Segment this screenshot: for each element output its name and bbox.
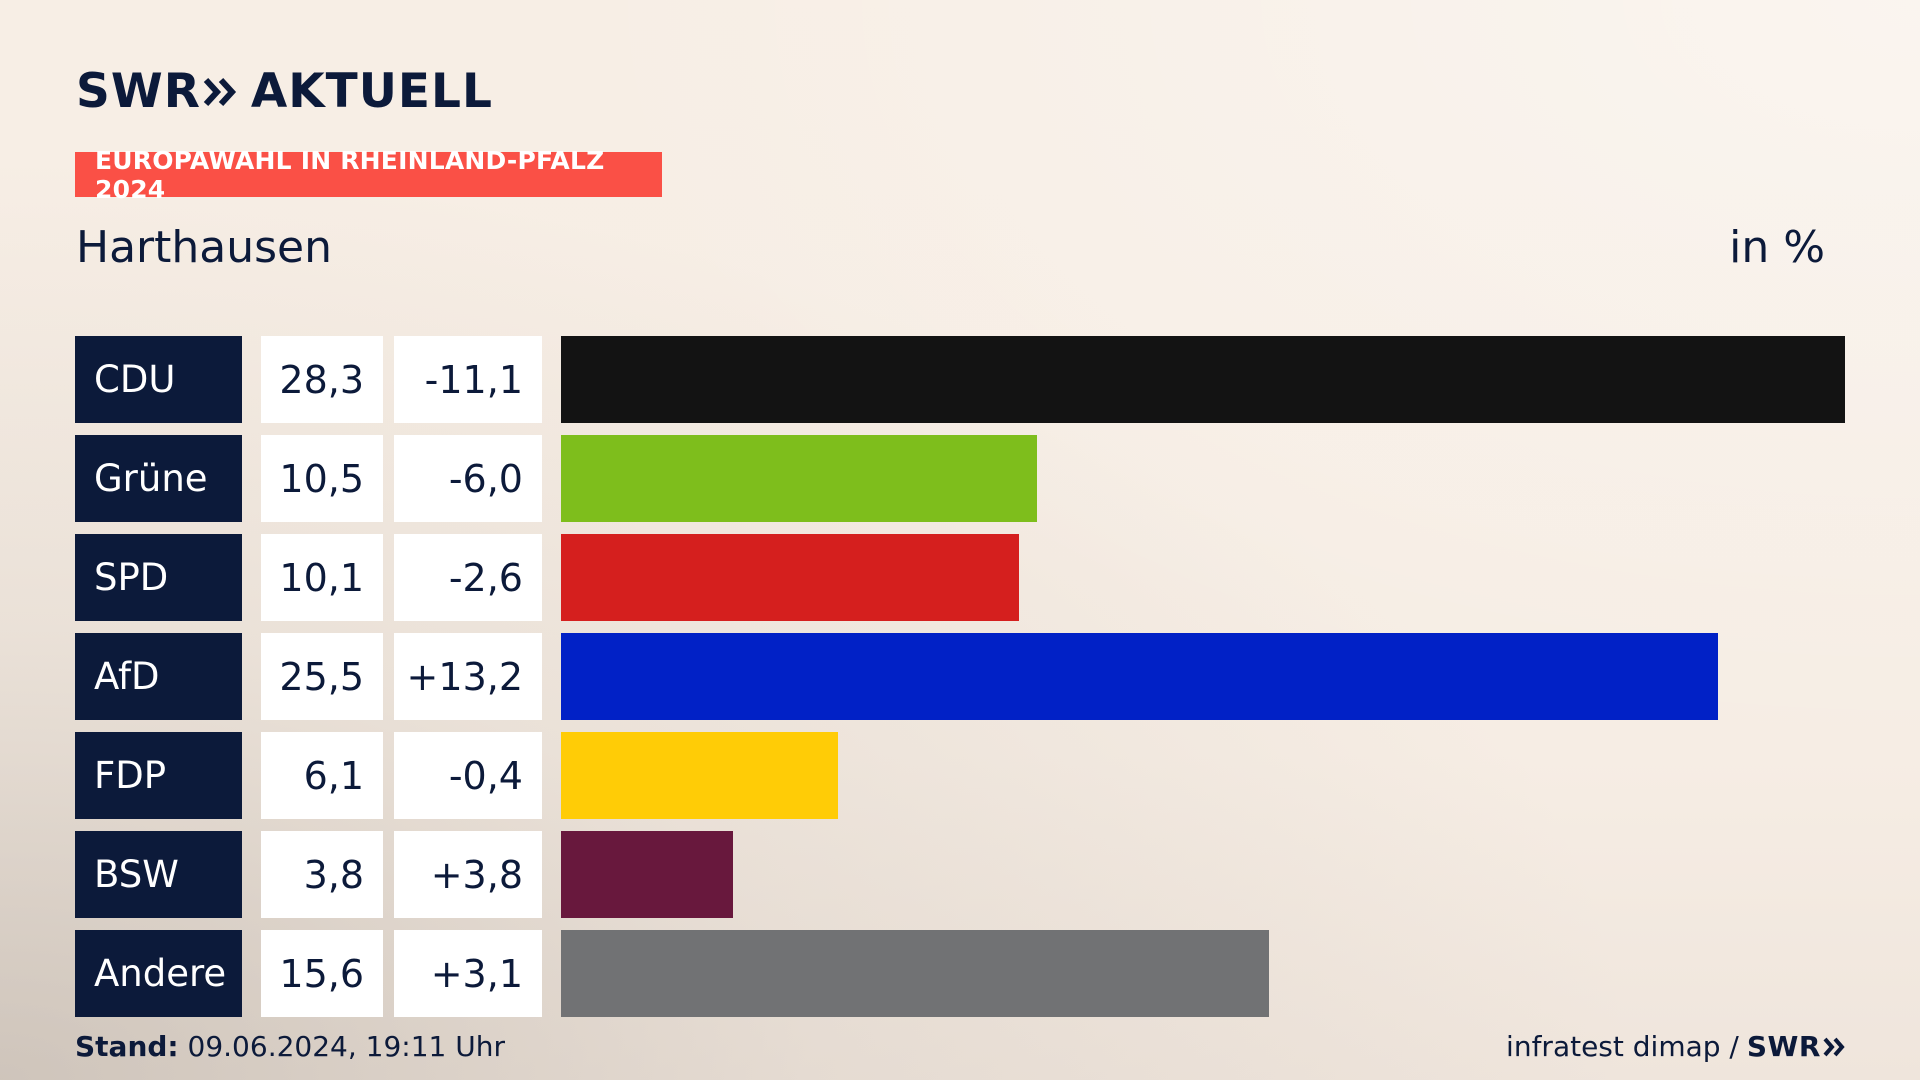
change-label: -2,6: [394, 534, 542, 621]
change-label: +13,2: [394, 633, 542, 720]
bar-track: [561, 534, 1845, 621]
chart-row: SPD 10,1 -2,6: [75, 534, 1845, 621]
bar-track: [561, 831, 1845, 918]
chart-row: FDP 6,1 -0,4: [75, 732, 1845, 819]
logo-text-right: AKTUELL: [250, 63, 493, 119]
bar-track: [561, 732, 1845, 819]
party-label: Grüne: [75, 435, 242, 522]
bar-track: [561, 633, 1845, 720]
vote-share-label: 15,6: [261, 930, 383, 1017]
vote-bar: [561, 831, 733, 918]
double-chevron-icon: [203, 64, 237, 119]
vote-share-label: 25,5: [261, 633, 383, 720]
change-label: -0,4: [394, 732, 542, 819]
party-label: Andere: [75, 930, 242, 1017]
chart-row: AfD 25,5 +13,2: [75, 633, 1845, 720]
source-credit: infratest dimap / SWR: [1506, 1030, 1845, 1063]
change-label: -6,0: [394, 435, 542, 522]
vote-bar: [561, 732, 838, 819]
vote-bar: [561, 336, 1845, 423]
party-label: FDP: [75, 732, 242, 819]
vote-share-label: 3,8: [261, 831, 383, 918]
chart-row: Grüne 10,5 -6,0: [75, 435, 1845, 522]
change-label: +3,1: [394, 930, 542, 1017]
change-label: -11,1: [394, 336, 542, 423]
timestamp: Stand: 09.06.2024, 19:11 Uhr: [75, 1030, 505, 1063]
vote-share-label: 6,1: [261, 732, 383, 819]
vote-bar: [561, 534, 1019, 621]
party-label: CDU: [75, 336, 242, 423]
bar-track: [561, 435, 1845, 522]
unit-label: in %: [1729, 222, 1825, 273]
bar-track: [561, 930, 1845, 1017]
vote-bar: [561, 435, 1037, 522]
source-text: infratest dimap /: [1506, 1030, 1739, 1063]
election-tagline: EUROPAWAHL IN RHEINLAND-PFALZ 2024: [75, 146, 662, 204]
vote-share-label: 10,5: [261, 435, 383, 522]
party-label: SPD: [75, 534, 242, 621]
party-label: AfD: [75, 633, 242, 720]
vote-bar: [561, 633, 1718, 720]
stand-label: Stand:: [75, 1030, 179, 1063]
bar-track: [561, 336, 1845, 423]
vote-share-label: 28,3: [261, 336, 383, 423]
vote-share-label: 10,1: [261, 534, 383, 621]
party-label: BSW: [75, 831, 242, 918]
change-label: +3,8: [394, 831, 542, 918]
logo-text-left: SWR: [76, 63, 201, 119]
chart-row: CDU 28,3 -11,1: [75, 336, 1845, 423]
chart-row: BSW 3,8 +3,8: [75, 831, 1845, 918]
swr-aktuell-logo: SWR AKTUELL: [76, 63, 493, 119]
double-chevron-small-icon: [1823, 1037, 1845, 1056]
chart-row: Andere 15,6 +3,1: [75, 930, 1845, 1017]
source-brand: SWR: [1746, 1030, 1821, 1063]
vote-bar: [561, 930, 1269, 1017]
stand-value: 09.06.2024, 19:11 Uhr: [187, 1030, 505, 1063]
region-title: Harthausen: [76, 222, 333, 273]
